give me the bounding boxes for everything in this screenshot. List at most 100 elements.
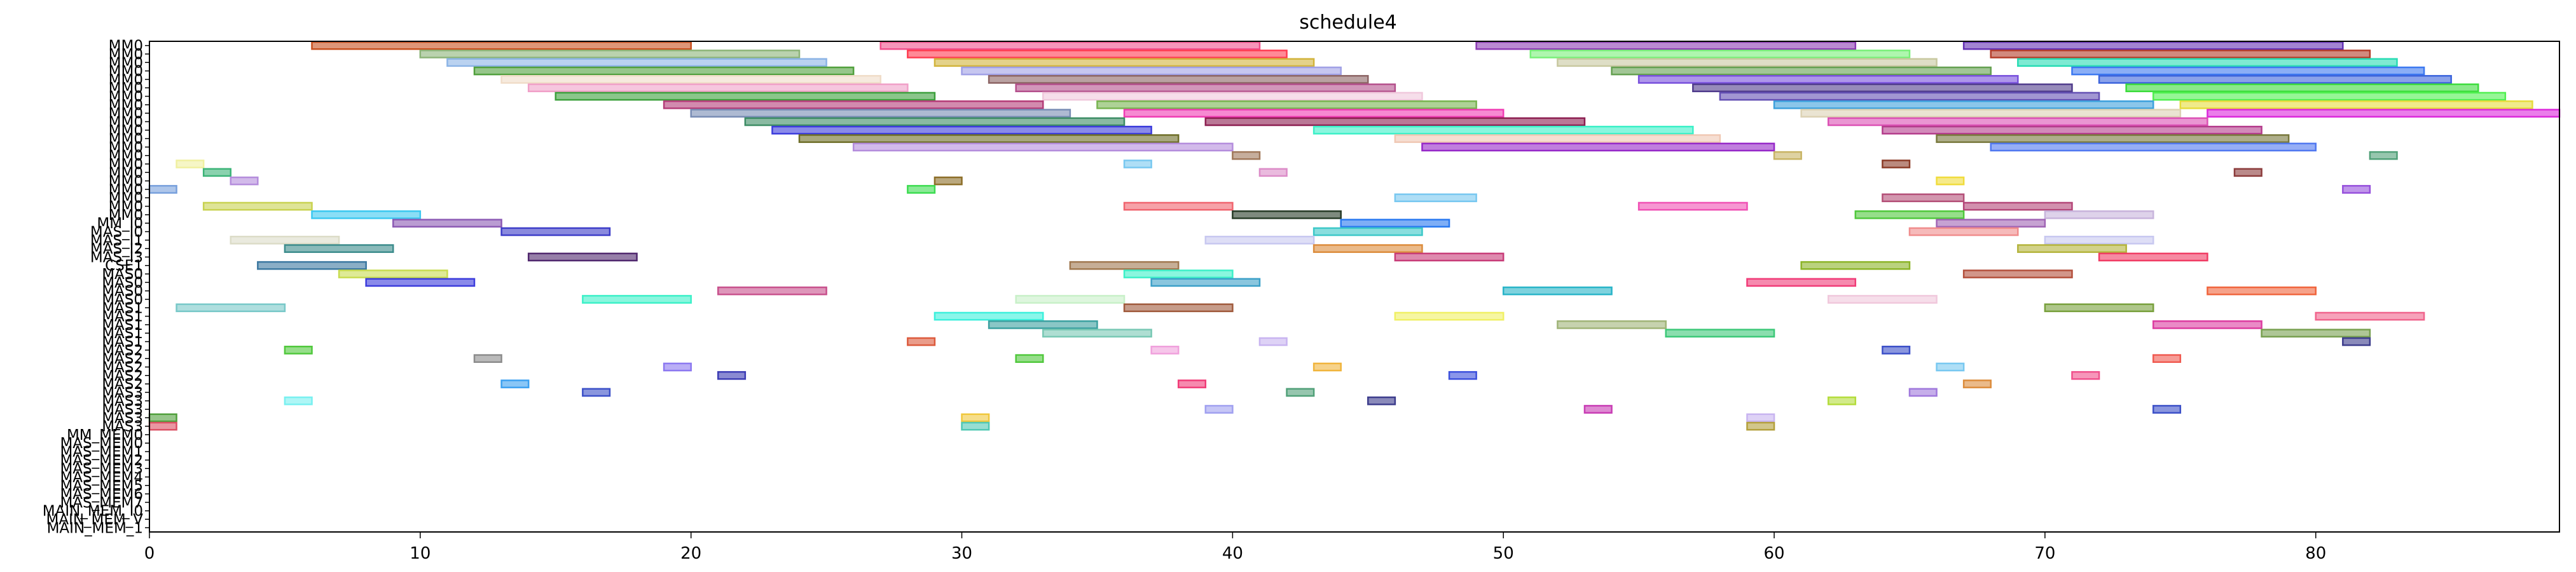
task-bar bbox=[1123, 109, 1505, 118]
task-bar bbox=[1611, 66, 1992, 76]
y-tick-label: MAS_MEM0 bbox=[60, 435, 143, 452]
task-bar bbox=[1990, 142, 2317, 152]
task-bar bbox=[1908, 227, 2019, 236]
task-bar bbox=[961, 66, 1342, 76]
task-bar bbox=[2261, 329, 2371, 338]
task-bar bbox=[852, 142, 1234, 152]
task-bar bbox=[311, 210, 422, 219]
task-bar bbox=[1394, 252, 1505, 262]
task-bar bbox=[284, 244, 394, 253]
task-bar bbox=[1936, 219, 2046, 228]
task-bar bbox=[1312, 244, 1423, 253]
task-bar bbox=[1312, 362, 1342, 372]
y-tick-label: MM0 bbox=[109, 156, 143, 173]
y-axis: MM0MM0MM0MM0MM0MM0MM0MM0MM0MM0MM0MM0MM0M… bbox=[43, 38, 149, 536]
task-bar bbox=[1773, 100, 2154, 109]
task-bar bbox=[500, 379, 530, 388]
task-bar bbox=[988, 320, 1098, 329]
y-tick-label: MAIN_MEM_V bbox=[46, 512, 143, 528]
task-bar bbox=[798, 134, 1180, 143]
task-bar bbox=[284, 345, 313, 355]
task-bar bbox=[2044, 303, 2154, 313]
task-bar bbox=[1962, 41, 2344, 50]
y-tick-label: MM0 bbox=[109, 182, 143, 198]
task-bar bbox=[907, 337, 936, 346]
task-bar bbox=[392, 219, 502, 228]
x-tick-label: 50 bbox=[1493, 544, 1514, 563]
y-tick-label: MAS_MEM6 bbox=[60, 486, 143, 503]
task-bar bbox=[2098, 75, 2452, 84]
task-bar bbox=[2207, 109, 2561, 118]
task-bar bbox=[1827, 295, 1938, 304]
y-tick-label: MAS_I0 bbox=[90, 224, 143, 240]
task-bar bbox=[1394, 193, 1477, 203]
y-tick-label: MM0 bbox=[109, 46, 143, 63]
y-tick-label: MM0 bbox=[109, 190, 143, 207]
task-bar bbox=[2044, 235, 2154, 245]
task-bar bbox=[2152, 320, 2263, 329]
y-tick-label: CSE1 bbox=[105, 258, 143, 275]
task-bar bbox=[2017, 244, 2127, 253]
task-bar bbox=[1042, 92, 1423, 101]
task-bar bbox=[554, 92, 936, 101]
task-bar bbox=[1746, 421, 1775, 431]
y-tick-label: MAS3 bbox=[102, 402, 143, 418]
y-tick-label: MM0 bbox=[109, 97, 143, 114]
y-tick-label: MAS_MEM7 bbox=[60, 494, 143, 511]
task-bar bbox=[933, 311, 1044, 321]
task-bar bbox=[1882, 160, 1911, 168]
y-tick-label: MAS1 bbox=[102, 300, 143, 317]
task-bar bbox=[961, 421, 990, 431]
y-tick-label: MAS0 bbox=[102, 275, 143, 291]
y-tick-label: MM0 bbox=[109, 55, 143, 71]
task-bar bbox=[500, 227, 611, 236]
y-tick-label: MM0 bbox=[109, 123, 143, 139]
task-bar bbox=[2233, 168, 2263, 177]
task-bar bbox=[1746, 278, 1857, 287]
y-tick-label: MAS2 bbox=[102, 343, 143, 359]
task-bar bbox=[933, 176, 963, 186]
task-bar bbox=[582, 388, 611, 397]
task-bar bbox=[1069, 261, 1180, 270]
task-bar bbox=[1936, 176, 1965, 186]
task-bar bbox=[1150, 278, 1261, 287]
task-bar bbox=[1719, 92, 2100, 101]
y-tick-label: MM0 bbox=[109, 165, 143, 181]
task-bar bbox=[717, 371, 747, 380]
x-tick-label: 20 bbox=[680, 544, 701, 563]
task-bar bbox=[2017, 58, 2398, 67]
task-bar bbox=[1204, 235, 1315, 245]
task-bar bbox=[1557, 320, 1667, 329]
task-bar bbox=[1882, 345, 1911, 355]
task-bar bbox=[1042, 329, 1152, 338]
y-tick-label: MAIN_MEM_I0 bbox=[43, 503, 143, 520]
y-tick-label: MAS_MEM4 bbox=[60, 469, 143, 486]
y-tick-label: MM_MEM0 bbox=[67, 427, 143, 444]
y-tick-label: MAS_I3 bbox=[90, 249, 143, 266]
y-tick-label: MM0 bbox=[109, 139, 143, 156]
y-tick-label: MAS_I2 bbox=[90, 241, 143, 257]
task-bar bbox=[2071, 371, 2100, 380]
task-bar bbox=[1204, 117, 1586, 126]
task-bar bbox=[1258, 168, 1288, 177]
task-bar bbox=[1882, 193, 1965, 203]
task-bar bbox=[1637, 201, 1748, 211]
task-bar bbox=[1123, 269, 1234, 278]
task-bar bbox=[1015, 354, 1044, 363]
task-bar bbox=[2125, 83, 2479, 93]
task-bar bbox=[1936, 362, 1965, 372]
y-tick-label: MAS_MEM5 bbox=[60, 478, 143, 494]
task-bar bbox=[2179, 100, 2533, 109]
task-bar bbox=[2207, 286, 2317, 296]
task-bar bbox=[663, 100, 1044, 109]
task-bar bbox=[527, 83, 909, 93]
task-bar bbox=[1258, 337, 1288, 346]
y-tick-label: MAS_MEM2 bbox=[60, 453, 143, 469]
task-bars bbox=[148, 41, 2561, 431]
task-bar bbox=[1773, 151, 1802, 160]
y-tick-label: MAS2 bbox=[102, 376, 143, 393]
y-tick-label: MM0 bbox=[109, 72, 143, 88]
task-bar bbox=[1583, 405, 1613, 414]
task-bar bbox=[527, 252, 638, 262]
y-tick-label: MAS_MEM3 bbox=[60, 461, 143, 477]
